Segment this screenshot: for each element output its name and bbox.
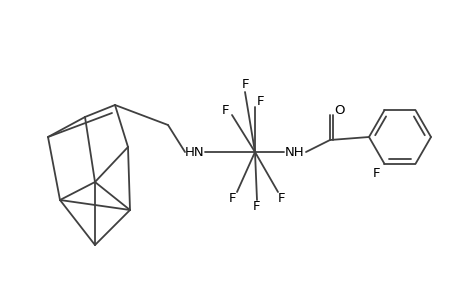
Text: F: F bbox=[257, 94, 264, 107]
Text: F: F bbox=[242, 77, 249, 91]
Text: O: O bbox=[334, 103, 345, 116]
Text: F: F bbox=[229, 191, 236, 205]
Text: HN: HN bbox=[185, 146, 204, 158]
Text: F: F bbox=[278, 191, 285, 205]
Text: NH: NH bbox=[285, 146, 304, 158]
Text: F: F bbox=[222, 103, 229, 116]
Text: F: F bbox=[372, 167, 380, 180]
Text: F: F bbox=[253, 200, 260, 214]
